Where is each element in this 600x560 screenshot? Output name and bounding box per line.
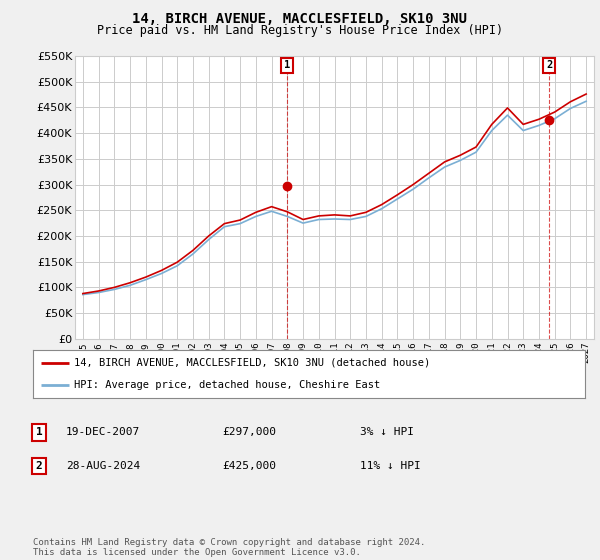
- Text: 11% ↓ HPI: 11% ↓ HPI: [360, 461, 421, 471]
- Text: 1: 1: [35, 427, 43, 437]
- Text: £297,000: £297,000: [222, 427, 276, 437]
- Text: 14, BIRCH AVENUE, MACCLESFIELD, SK10 3NU: 14, BIRCH AVENUE, MACCLESFIELD, SK10 3NU: [133, 12, 467, 26]
- Text: 2: 2: [35, 461, 43, 471]
- Text: Price paid vs. HM Land Registry's House Price Index (HPI): Price paid vs. HM Land Registry's House …: [97, 24, 503, 36]
- Text: £425,000: £425,000: [222, 461, 276, 471]
- Text: 1: 1: [284, 60, 290, 70]
- Text: 28-AUG-2024: 28-AUG-2024: [66, 461, 140, 471]
- Text: 14, BIRCH AVENUE, MACCLESFIELD, SK10 3NU (detached house): 14, BIRCH AVENUE, MACCLESFIELD, SK10 3NU…: [74, 358, 431, 368]
- Text: 3% ↓ HPI: 3% ↓ HPI: [360, 427, 414, 437]
- Text: 2: 2: [546, 60, 553, 70]
- Text: Contains HM Land Registry data © Crown copyright and database right 2024.
This d: Contains HM Land Registry data © Crown c…: [33, 538, 425, 557]
- Text: HPI: Average price, detached house, Cheshire East: HPI: Average price, detached house, Ches…: [74, 380, 380, 390]
- Text: 19-DEC-2007: 19-DEC-2007: [66, 427, 140, 437]
